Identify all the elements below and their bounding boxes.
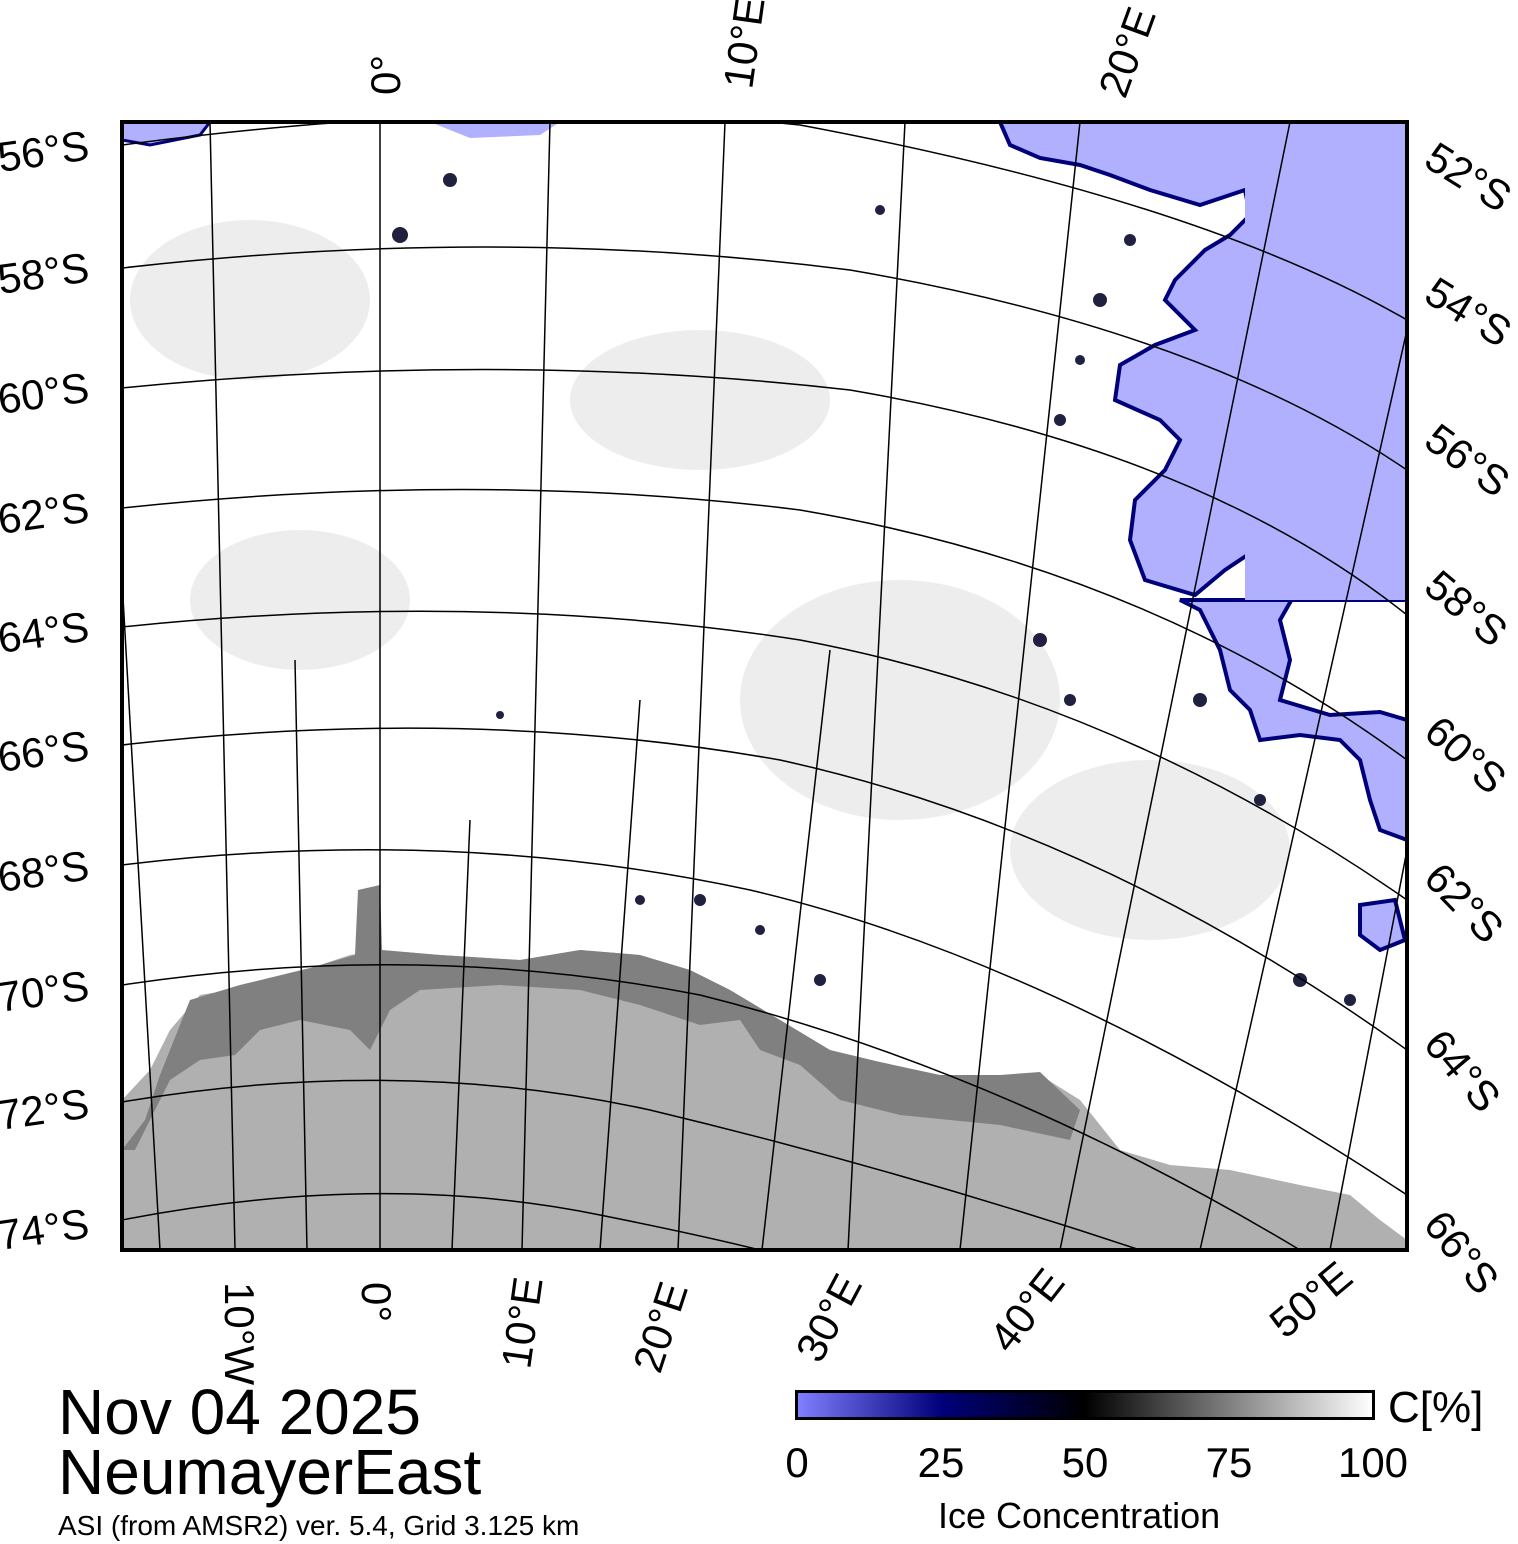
longitude-lines [122, 122, 1407, 1250]
top-longitude-labels: 0° 10°E 20°E [362, 0, 1165, 103]
lat-label: 62°S [0, 484, 92, 543]
lon-label: 40°E [980, 1259, 1073, 1360]
colorbar-tick: 75 [1205, 1439, 1253, 1486]
ice-texture [130, 220, 1290, 940]
latitude-lines [122, 122, 1407, 1250]
lat-label: 60°S [1416, 707, 1515, 803]
lon-label: 10°E [492, 1274, 551, 1371]
right-latitude-labels: 52°S 54°S 56°S 58°S 60°S 62°S 64°S 66°S [1415, 133, 1518, 1303]
lat-label: 56°S [1417, 414, 1518, 506]
lat-label: 74°S [0, 1200, 92, 1259]
antarctica-land [122, 950, 1407, 1250]
colorbar-tick: 25 [917, 1439, 965, 1486]
lon-label: 20°E [1089, 1, 1164, 103]
map-frame [120, 120, 1409, 1252]
lat-label: 54°S [1417, 268, 1518, 356]
colorbar-tick: 0 [785, 1439, 809, 1486]
lat-label: 58°S [0, 244, 92, 303]
lon-label: 30°E [786, 1266, 870, 1369]
colorbar-tick: 100 [1337, 1439, 1409, 1486]
lat-label: 58°S [1416, 561, 1516, 656]
lat-label: 64°S [0, 603, 92, 662]
lat-label: 64°S [1415, 1021, 1510, 1121]
open-water-top [430, 122, 560, 138]
lon-label: 10°E [714, 0, 773, 91]
lon-label: 10°W [216, 1282, 263, 1386]
lat-label: 66°S [1415, 1202, 1508, 1303]
lat-label: 72°S [0, 1080, 92, 1139]
lat-label: 62°S [1416, 854, 1513, 952]
lat-label: 66°S [0, 722, 92, 781]
colorbar-unit: C[%] [1388, 1383, 1484, 1432]
open-water-edge-fill [1180, 122, 1407, 600]
ice-shelf [122, 885, 1080, 1150]
colorbar-tick: 50 [1061, 1439, 1109, 1486]
open-water-top-left [122, 122, 212, 147]
lat-label: 60°S [0, 364, 92, 423]
colorbar-label: Ice Concentration [938, 1495, 1221, 1536]
lon-label: 0° [362, 55, 409, 95]
data-source: ASI (from AMSR2) ver. 5.4, Grid 3.125 km [58, 1510, 580, 1541]
lon-label: 0° [353, 1282, 400, 1322]
colorbar [795, 1390, 1375, 1420]
bottom-longitude-labels: 10°W 0° 10°E 20°E 30°E 40°E 50°E [216, 1252, 1361, 1385]
ice-edge-fragments [392, 173, 1356, 1006]
lon-label: 20°E [624, 1276, 697, 1378]
map-date: Nov 04 2025 [58, 1376, 421, 1448]
left-latitude-labels: 56°S 58°S 60°S 62°S 64°S 66°S 68°S 70°S … [0, 122, 92, 1259]
lat-label: 56°S [0, 122, 92, 181]
lat-label: 70°S [0, 962, 92, 1021]
lat-label: 52°S [1417, 133, 1518, 221]
lat-label: 68°S [0, 842, 92, 901]
region-name: NeumayerEast [58, 1436, 482, 1508]
open-water-small [1358, 897, 1407, 953]
lon-label: 50°E [1261, 1252, 1361, 1347]
